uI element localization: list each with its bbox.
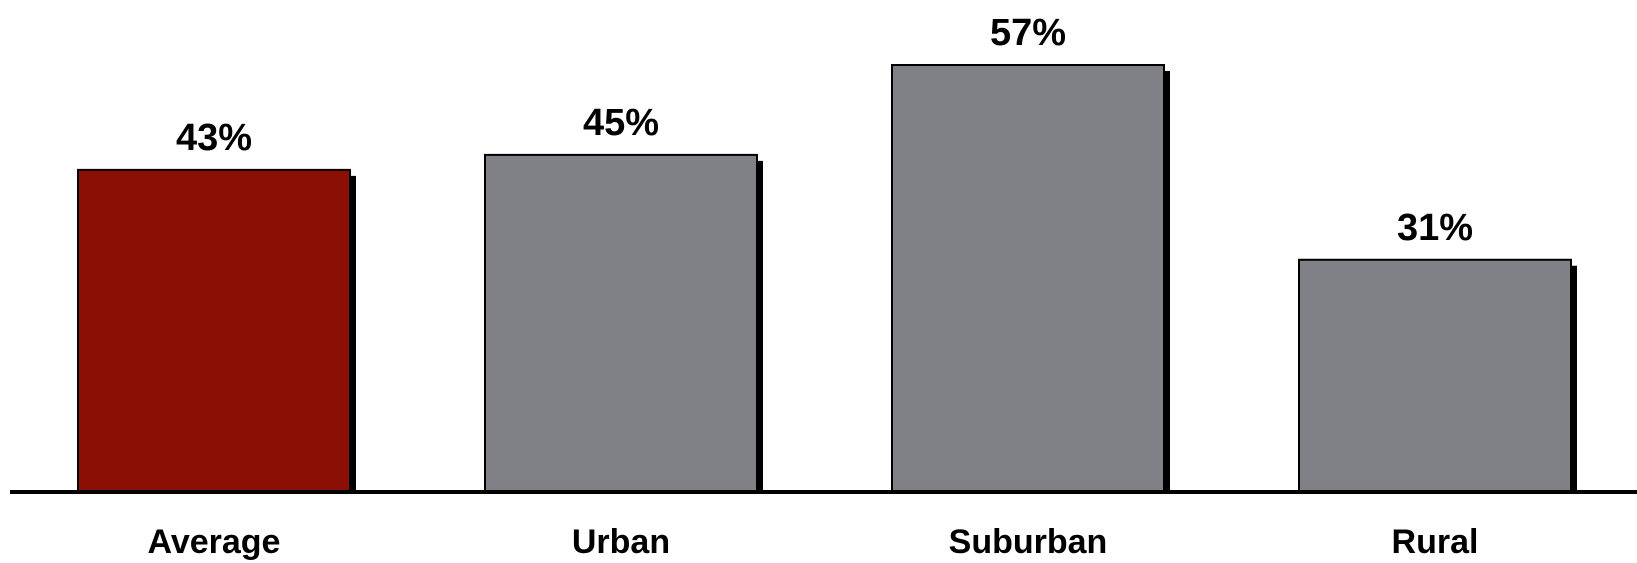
bar-average [77, 168, 351, 493]
category-label-rural: Rural [1392, 523, 1479, 561]
data-label-rural: 31% [1397, 207, 1473, 249]
data-label-suburban: 57% [990, 12, 1066, 54]
category-label-suburban: Suburban [949, 523, 1108, 561]
bars [77, 64, 1572, 494]
category-label-average: Average [148, 523, 281, 561]
bar-urban [484, 153, 758, 493]
category-label-urban: Urban [572, 523, 670, 561]
data-label-urban: 45% [583, 102, 659, 144]
bar-rural [1298, 258, 1572, 494]
category-labels: Average Urban Suburban Rural [148, 523, 1479, 561]
data-label-average: 43% [176, 117, 252, 159]
bar-suburban [891, 64, 1165, 493]
data-labels: 43% 45% 57% 31% [176, 12, 1473, 249]
